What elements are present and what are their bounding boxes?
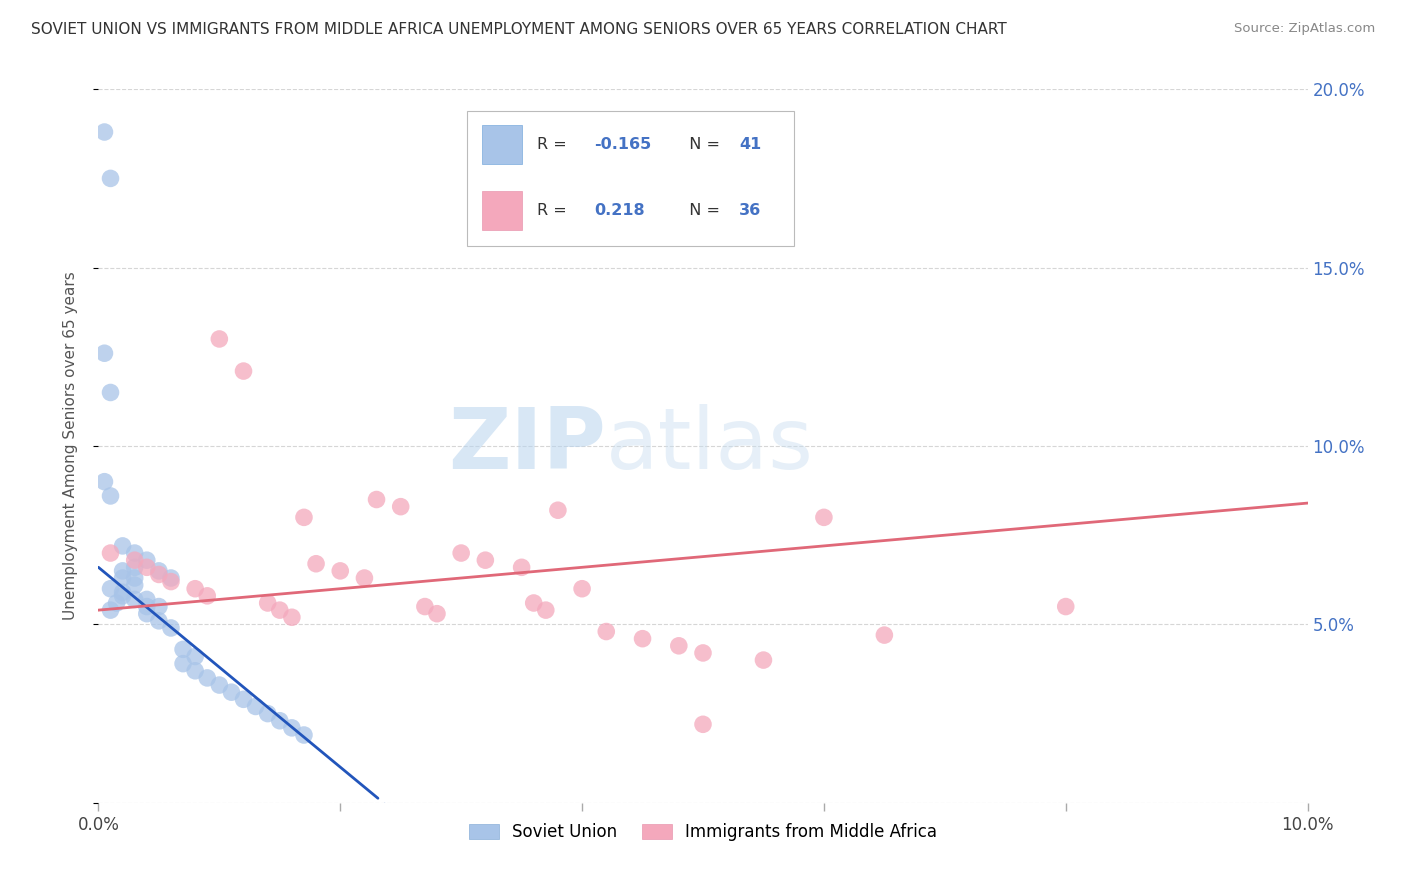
Point [208,332,231,346]
Point [692,646,714,660]
Point [124,592,146,607]
FancyBboxPatch shape [482,125,522,164]
Point [353,571,375,585]
Point [523,596,546,610]
Point [292,728,315,742]
Point [160,621,183,635]
Point [474,553,496,567]
Point [100,546,122,560]
Point [269,603,291,617]
Point [292,510,315,524]
Text: 0.218: 0.218 [595,203,645,218]
Legend: Soviet Union, Immigrants from Middle Africa: Soviet Union, Immigrants from Middle Afr… [463,817,943,848]
Point [93,346,115,360]
Text: 41: 41 [740,136,762,152]
Point [547,503,569,517]
Point [184,664,207,678]
Point [100,171,122,186]
Point [813,510,835,524]
Text: Source: ZipAtlas.com: Source: ZipAtlas.com [1234,22,1375,36]
Point [160,571,183,585]
Point [124,560,146,574]
Point [510,560,533,574]
Point [281,721,304,735]
Text: atlas: atlas [606,404,814,488]
Point [184,582,207,596]
Point [873,628,896,642]
Text: ZIP: ZIP [449,404,606,488]
Text: R =: R = [537,203,578,218]
Point [232,692,254,706]
Point [305,557,328,571]
Point [232,364,254,378]
Point [124,578,146,592]
Text: N =: N = [679,203,725,218]
Point [93,475,115,489]
Point [534,603,557,617]
Text: R =: R = [537,136,572,152]
Point [366,492,388,507]
Point [148,614,170,628]
Point [135,592,157,607]
Point [595,624,617,639]
Point [135,599,157,614]
Point [426,607,449,621]
Point [389,500,412,514]
Point [111,571,134,585]
Point [668,639,690,653]
Point [124,546,146,560]
Point [269,714,291,728]
Point [111,539,134,553]
Point [124,571,146,585]
Point [148,564,170,578]
Point [221,685,243,699]
Point [195,671,218,685]
Point [245,699,267,714]
Point [413,599,436,614]
Point [100,582,122,596]
Point [195,589,218,603]
FancyBboxPatch shape [482,191,522,230]
Point [100,385,122,400]
Point [111,564,134,578]
Point [135,560,157,574]
Point [571,582,593,596]
Point [208,678,231,692]
Text: SOVIET UNION VS IMMIGRANTS FROM MIDDLE AFRICA UNEMPLOYMENT AMONG SENIORS OVER 65: SOVIET UNION VS IMMIGRANTS FROM MIDDLE A… [31,22,1007,37]
Point [1054,599,1077,614]
Point [160,574,183,589]
FancyBboxPatch shape [467,111,793,246]
Point [281,610,304,624]
Point [631,632,654,646]
Point [172,642,194,657]
Text: 36: 36 [740,203,762,218]
Text: N =: N = [679,136,725,152]
Point [256,596,278,610]
Point [172,657,194,671]
Point [111,585,134,599]
Point [135,553,157,567]
Point [135,607,157,621]
Point [124,553,146,567]
Point [105,596,128,610]
Text: -0.165: -0.165 [595,136,651,152]
Point [184,649,207,664]
Point [100,489,122,503]
Point [256,706,278,721]
Point [111,589,134,603]
Point [329,564,352,578]
Point [148,567,170,582]
Point [148,599,170,614]
Point [752,653,775,667]
Point [692,717,714,731]
Point [450,546,472,560]
Y-axis label: Unemployment Among Seniors over 65 years: Unemployment Among Seniors over 65 years [63,272,77,620]
Point [100,603,122,617]
Point [93,125,115,139]
